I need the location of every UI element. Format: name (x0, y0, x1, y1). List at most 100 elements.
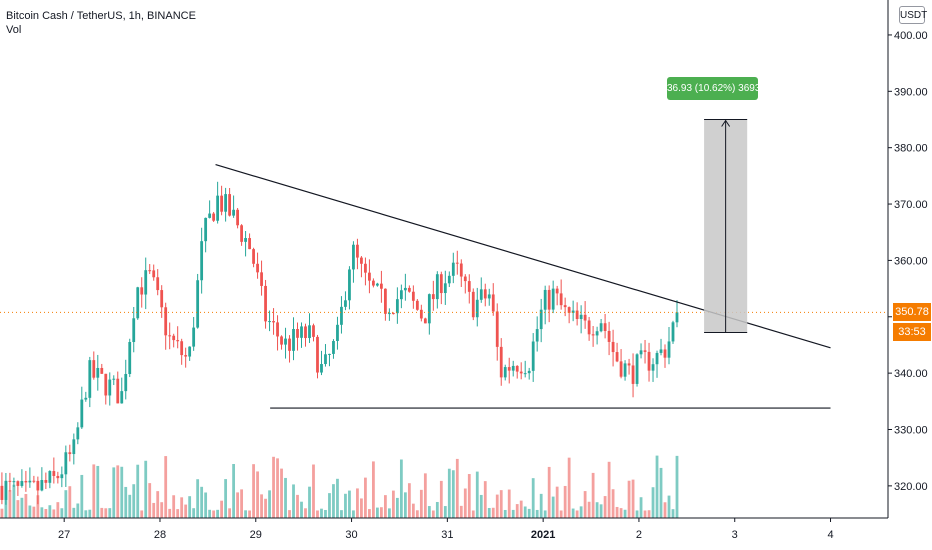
volume-bar (96, 465, 100, 518)
volume-indicator-label[interactable]: Vol (6, 24, 22, 36)
volume-bar (459, 505, 463, 518)
currency-button[interactable]: USDT (899, 6, 927, 24)
candle-body (128, 342, 132, 374)
candle-body (52, 471, 56, 476)
volume-bar (511, 509, 515, 518)
candle-body (340, 306, 343, 325)
candle-body (100, 367, 104, 374)
candle-body (208, 213, 212, 218)
volume-bar (192, 508, 196, 518)
time-tick-label: 2 (636, 529, 642, 541)
candle-body (671, 322, 675, 342)
volume-bar (655, 455, 659, 518)
volume-bar (411, 503, 415, 518)
candle-body (112, 378, 116, 380)
candle-body (475, 299, 479, 318)
candle-body (603, 323, 607, 331)
volume-bar (160, 502, 164, 518)
volume-bar (647, 510, 651, 518)
candle-body (76, 427, 80, 440)
volume-bar (184, 504, 188, 518)
volume-bar (260, 494, 263, 518)
volume-bar (104, 508, 108, 518)
bar-countdown-badge: 33:53 (893, 323, 931, 341)
measure-arrow-head (721, 119, 731, 127)
candle-body (48, 471, 52, 483)
volume-bar (296, 494, 299, 518)
candlesticks (0, 181, 679, 505)
candle-body (399, 290, 403, 300)
volume-bar (479, 494, 483, 518)
candle-body (184, 355, 188, 357)
volume-bar (140, 510, 144, 518)
volume-bar (659, 467, 663, 518)
candle-body (595, 331, 599, 336)
candle-body (615, 352, 619, 362)
volume-bar (124, 486, 128, 518)
candle-body (380, 283, 383, 289)
volume-bar (20, 497, 24, 518)
volume-bar (256, 471, 259, 518)
volume-bar (64, 490, 68, 518)
measure-tool-label[interactable]: 36.93 (10.62%) 3693 (667, 77, 760, 100)
volume-bar (304, 508, 307, 518)
candle-body (332, 341, 335, 354)
candle-body (156, 277, 160, 291)
candle-body (268, 321, 271, 323)
candle-body (0, 485, 4, 500)
volume-bar (208, 509, 212, 518)
volume-bar (28, 505, 32, 518)
candle-body (20, 481, 24, 486)
candle-body (619, 361, 623, 377)
volume-bar (667, 495, 671, 518)
candle-body (260, 272, 263, 286)
volume-bar (376, 507, 379, 518)
volume-bar (435, 501, 439, 518)
symbol-title[interactable]: Bitcoin Cash / TetherUS, 1h, BINANCE (6, 10, 196, 22)
volume-bar (495, 494, 499, 518)
volume-bar (280, 468, 283, 518)
candle-body (124, 373, 128, 392)
volume-bar (368, 509, 371, 518)
candle-body (443, 283, 447, 294)
volume-bar (16, 500, 20, 518)
candle-body (92, 360, 96, 378)
volume-bar (399, 459, 403, 518)
candle-body (499, 346, 503, 378)
volume-bar (340, 510, 343, 518)
volume-bar (423, 473, 427, 518)
volume-bar (615, 506, 619, 518)
candle-body (431, 294, 435, 300)
volume-bar (180, 497, 184, 518)
candle-body (599, 323, 603, 332)
volume-bar (100, 507, 104, 518)
volume-bar (487, 507, 491, 518)
volume-bar (108, 508, 112, 518)
volume-bar (268, 490, 271, 518)
volume-bar (332, 484, 335, 518)
volume-bar (92, 464, 96, 518)
candle-body (415, 300, 419, 310)
candle-body (455, 262, 459, 264)
volume-bar (312, 464, 315, 518)
volume-bar (443, 506, 447, 518)
volume-bar (651, 487, 655, 518)
volume-bar (631, 479, 635, 518)
volume-bar (32, 506, 36, 518)
candle-body (28, 480, 32, 483)
price-tick-label: 330.00 (894, 425, 928, 437)
candle-body (607, 330, 611, 342)
volume-bar (224, 479, 228, 518)
volume-bar (356, 488, 359, 518)
volume-bar (583, 491, 587, 518)
candle-body (32, 480, 36, 482)
volume-bar (639, 497, 643, 518)
volume-bar (116, 465, 120, 518)
volume-bar (547, 466, 551, 518)
volume-bar (244, 510, 247, 518)
volume-bar (551, 496, 555, 518)
candle-body (635, 354, 639, 384)
candle-body (216, 195, 220, 221)
volume-bar (419, 489, 423, 518)
